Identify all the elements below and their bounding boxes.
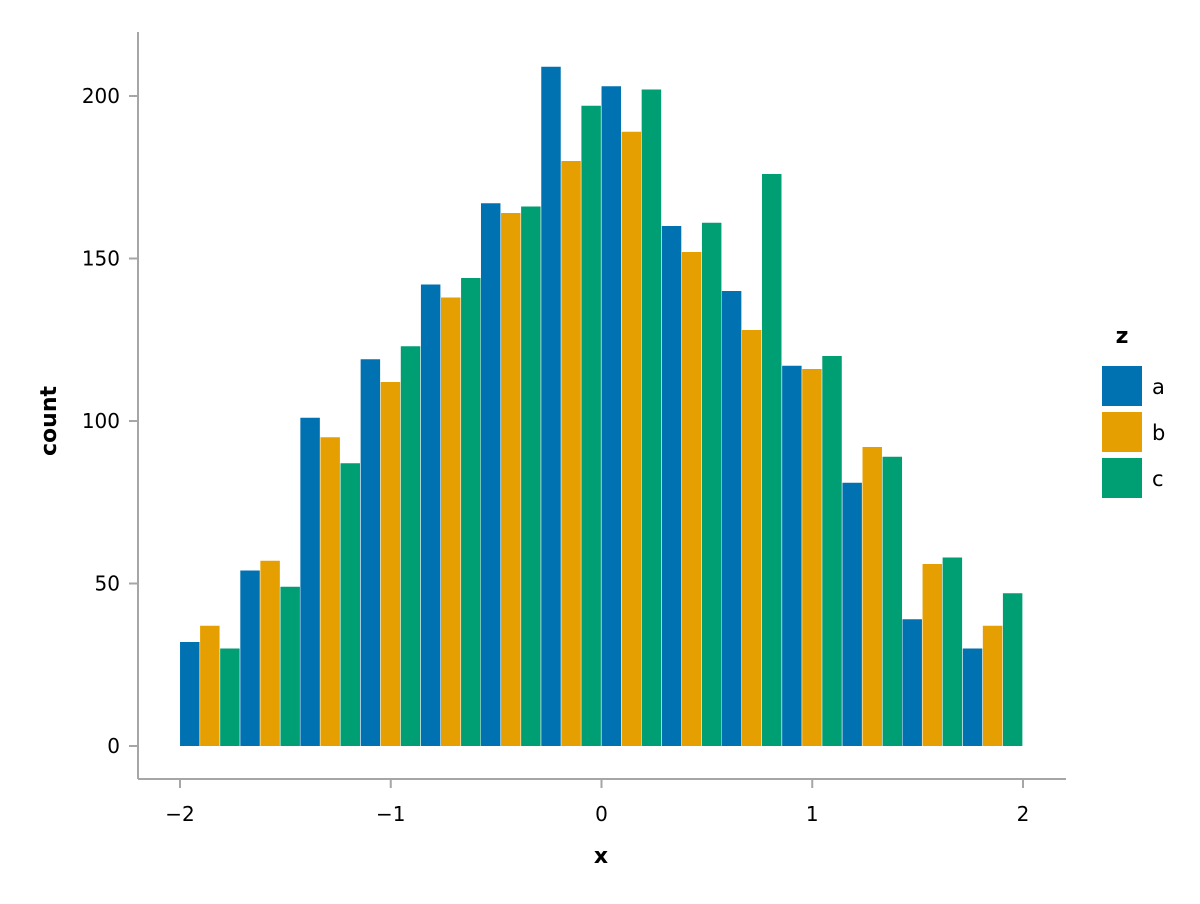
y-tick-label-3: 150 (82, 247, 120, 271)
bar-b-bin-11 (862, 447, 882, 746)
bar-c-bin-5 (521, 206, 541, 746)
legend-items: abc (1102, 366, 1165, 498)
bar-b-bin-4 (440, 297, 461, 746)
bar-c-bin-13 (1002, 593, 1023, 746)
bar-a-bin-0 (180, 642, 200, 746)
ticks-layer: −2 −1 0 1 2 0 50 100 150 200 (82, 84, 1030, 826)
legend-title: z (1116, 324, 1129, 349)
bar-a-bin-1 (240, 570, 260, 746)
y-axis-title: count (37, 386, 62, 456)
bar-c-bin-1 (280, 586, 300, 746)
bar-c-bin-12 (942, 557, 963, 746)
legend-swatch-a (1102, 366, 1142, 406)
legend: z abc (1102, 324, 1165, 498)
bars-layer (180, 66, 1023, 746)
y-tick-label-4: 200 (82, 84, 120, 108)
bar-a-bin-11 (842, 482, 862, 746)
bar-a-bin-3 (360, 359, 381, 746)
bar-b-bin-8 (681, 252, 702, 746)
bar-b-bin-0 (200, 625, 220, 746)
bar-c-bin-7 (641, 89, 662, 746)
bar-b-bin-5 (501, 213, 521, 746)
bar-a-bin-13 (962, 648, 983, 746)
y-tick-label-2: 100 (82, 409, 120, 433)
bar-b-bin-7 (621, 131, 642, 746)
bar-b-bin-10 (802, 369, 822, 746)
bar-a-bin-6 (541, 66, 561, 746)
legend-label-b: b (1152, 421, 1165, 445)
bar-c-bin-0 (220, 648, 240, 746)
bar-a-bin-4 (420, 284, 441, 746)
bar-a-bin-12 (902, 619, 922, 746)
x-tick-label-1: −1 (376, 802, 405, 826)
x-axis-title: x (594, 844, 608, 869)
x-tick-label-4: 2 (1017, 802, 1030, 826)
bar-a-bin-5 (480, 203, 501, 746)
bar-a-bin-7 (601, 86, 621, 746)
x-tick-label-3: 1 (806, 802, 819, 826)
legend-swatch-c (1102, 458, 1142, 498)
bar-b-bin-9 (741, 330, 762, 746)
y-tick-label-0: 0 (107, 734, 120, 758)
bar-c-bin-11 (882, 456, 903, 746)
bar-c-bin-4 (461, 278, 481, 746)
bar-c-bin-10 (822, 356, 842, 746)
x-tick-label-2: 0 (595, 802, 608, 826)
bar-a-bin-10 (782, 365, 802, 746)
bar-c-bin-8 (701, 222, 722, 746)
legend-swatch-b (1102, 412, 1142, 452)
bar-b-bin-12 (922, 564, 943, 746)
bar-b-bin-13 (982, 625, 1003, 746)
bar-a-bin-8 (661, 226, 682, 746)
bar-b-bin-2 (320, 437, 340, 746)
x-tick-label-0: −2 (165, 802, 194, 826)
y-tick-label-1: 50 (95, 572, 120, 596)
bar-a-bin-2 (300, 417, 320, 746)
bar-b-bin-3 (380, 382, 401, 746)
bar-b-bin-1 (260, 560, 280, 746)
bar-a-bin-9 (721, 291, 742, 746)
bar-c-bin-9 (762, 174, 782, 746)
legend-label-a: a (1152, 375, 1165, 399)
bar-b-bin-6 (561, 161, 581, 746)
legend-label-c: c (1152, 467, 1164, 491)
bar-c-bin-6 (581, 105, 601, 746)
bar-c-bin-3 (400, 346, 421, 746)
bar-c-bin-2 (340, 463, 360, 746)
